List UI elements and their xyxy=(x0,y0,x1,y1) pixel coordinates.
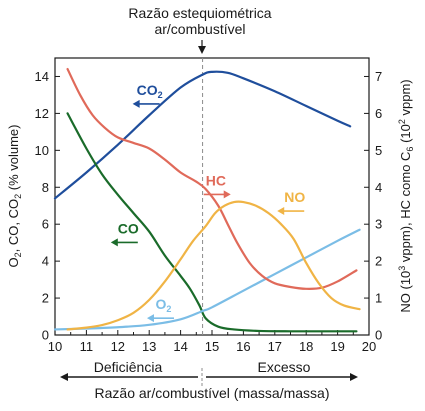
chart-title-line-2: ar/combustível xyxy=(154,21,245,37)
x-tick-label: 13 xyxy=(142,339,156,354)
series-label-arrowhead xyxy=(132,99,140,108)
series-label-text: CO2 xyxy=(137,82,163,100)
chart-title-line-1: Razão estequiométrica xyxy=(128,5,271,21)
series-labels: CO2 CO O2 HC NO xyxy=(110,82,305,323)
series-label-co: CO xyxy=(110,220,139,247)
series-label-co2: CO2 xyxy=(132,82,163,108)
series-label-text: HC xyxy=(206,172,226,188)
series-label-o2: O2 xyxy=(146,296,174,323)
left-axis-title: O2, CO, CO2 (% volume) xyxy=(6,125,23,268)
series-line-hc xyxy=(66,67,358,290)
series-label-no: NO xyxy=(277,189,305,216)
series-label-text: O2 xyxy=(155,296,171,314)
x-axis-ticks: 10 11 12 13 14 15 16 17 18 19 20 xyxy=(48,330,376,354)
right-tick-label: 3 xyxy=(375,217,382,232)
right-tick-label: 4 xyxy=(375,180,382,195)
left-tick-label: 10 xyxy=(35,143,49,158)
right-tick-label: 1 xyxy=(375,291,382,306)
right-tick-label: 5 xyxy=(375,143,382,158)
series-line-o2 xyxy=(53,228,361,331)
series-label-arrowhead xyxy=(110,238,118,247)
series-line-no xyxy=(66,200,361,331)
left-tick-label: 0 xyxy=(42,328,49,343)
left-axis-ticks: 0 2 4 6 8 10 12 14 xyxy=(35,69,60,343)
region-label-excesso: Excesso xyxy=(258,359,311,375)
x-tick-label: 15 xyxy=(205,339,219,354)
series-layer xyxy=(53,67,361,333)
x-tick-label: 17 xyxy=(268,339,282,354)
x-tick-label: 18 xyxy=(299,339,313,354)
series-line-co2 xyxy=(53,70,352,200)
series-label-arrowhead xyxy=(277,207,285,216)
left-tick-label: 2 xyxy=(42,291,49,306)
right-tick-label: 6 xyxy=(375,106,382,121)
right-axis-ticks: 0 1 2 3 4 5 6 7 xyxy=(364,69,382,343)
x-tick-label: 20 xyxy=(362,339,376,354)
left-tick-label: 12 xyxy=(35,106,49,121)
series-label-hc: HC xyxy=(203,172,231,199)
series-label-text: CO xyxy=(118,220,139,236)
right-axis-title: NO (103 vppm), HC como C6 (102 vppm) xyxy=(397,79,415,312)
x-tick-label: 12 xyxy=(111,339,125,354)
series-label-text: NO xyxy=(284,189,305,205)
right-tick-label: 7 xyxy=(375,69,382,84)
x-axis-title: Razão ar/combustível (massa/massa) xyxy=(95,385,330,401)
left-tick-label: 8 xyxy=(42,180,49,195)
region-label-deficiencia: Deficiência xyxy=(94,359,163,375)
x-tick-label: 14 xyxy=(173,339,187,354)
x-tick-label: 10 xyxy=(48,339,62,354)
left-tick-label: 6 xyxy=(42,217,49,232)
left-tick-label: 4 xyxy=(42,254,49,269)
left-tick-label: 14 xyxy=(35,69,49,84)
x-tick-label: 11 xyxy=(80,339,94,354)
series-label-arrowhead xyxy=(146,314,154,323)
right-tick-label: 2 xyxy=(375,254,382,269)
series-line-co xyxy=(66,112,358,333)
x-tick-label: 19 xyxy=(330,339,344,354)
x-tick-label: 16 xyxy=(236,339,250,354)
right-tick-label: 0 xyxy=(375,328,382,343)
series-label-arrowhead xyxy=(223,190,231,199)
